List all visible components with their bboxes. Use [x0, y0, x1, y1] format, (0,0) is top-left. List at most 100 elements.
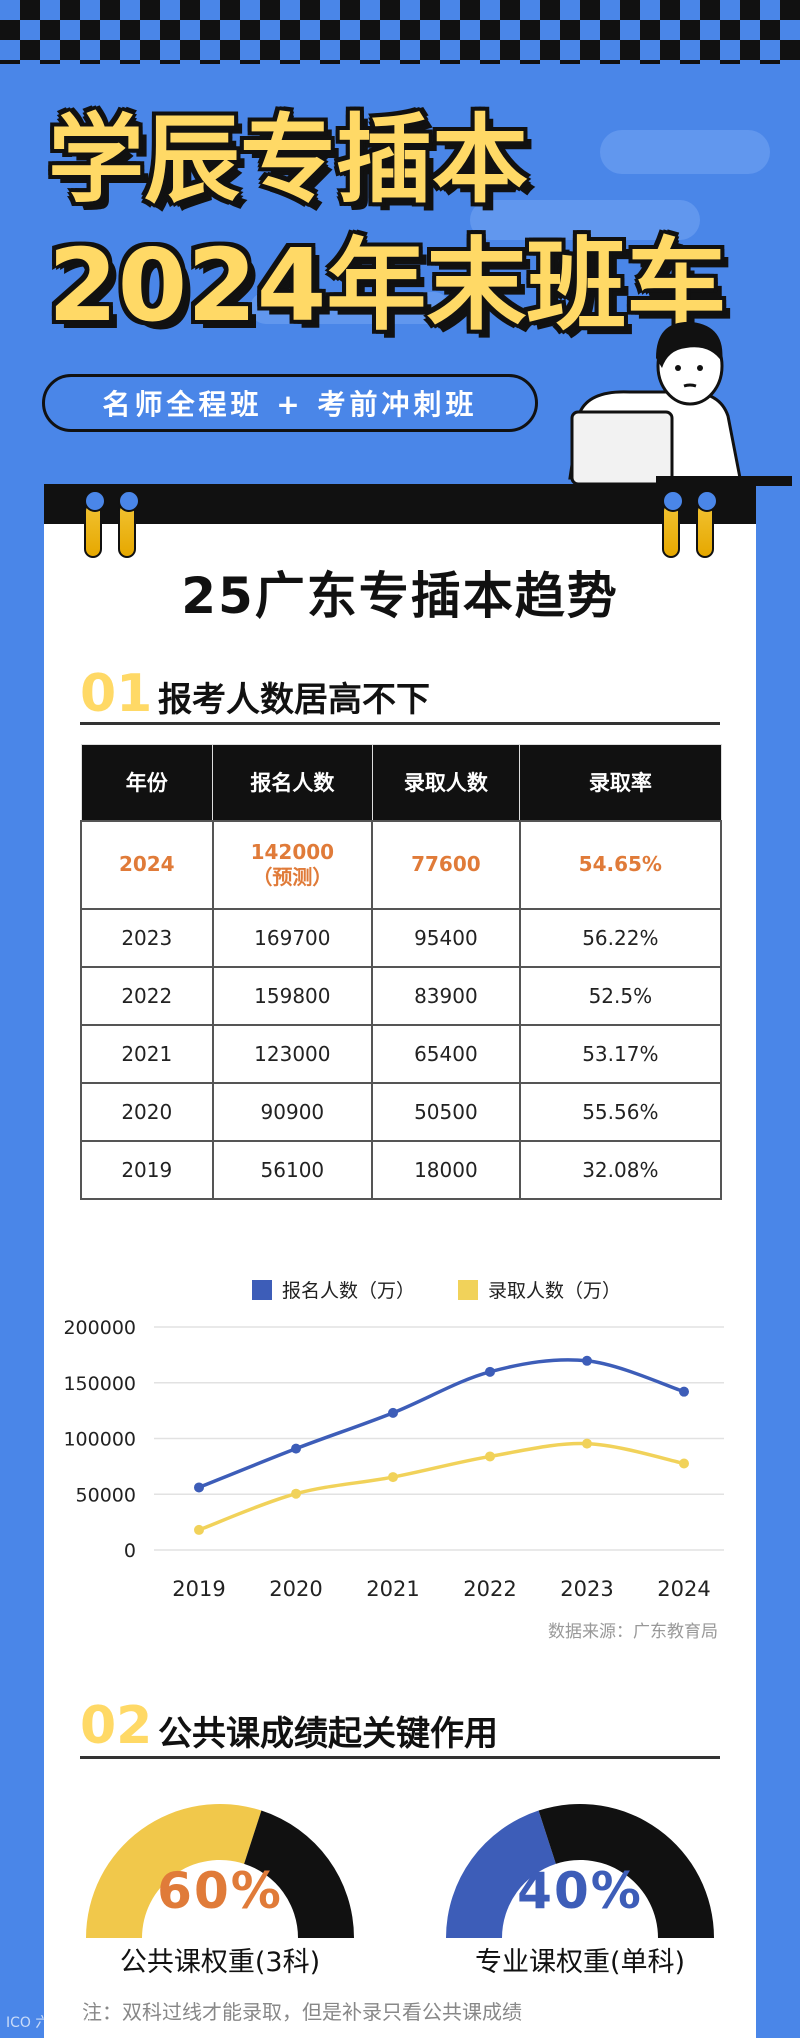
gauge-remainder	[244, 1810, 354, 1938]
cell-year: 2022	[80, 965, 214, 1026]
x-tick-label: 2022	[463, 1577, 516, 1601]
x-tick-label: 2021	[366, 1577, 419, 1601]
series-line-1	[198, 1441, 685, 1532]
y-tick-label: 150000	[63, 1373, 136, 1395]
data-point	[388, 1472, 398, 1483]
cloud-decoration	[470, 200, 700, 240]
cell-year: 2024	[80, 819, 214, 910]
hero-title-line1: 学辰专插本	[48, 104, 528, 216]
y-tick-label: 200000	[63, 1317, 136, 1339]
legend: 报名人数（万） 录取人数（万）	[252, 1280, 621, 1302]
col-header-year: 年份	[80, 744, 214, 821]
cell-rate: 54.65%	[518, 819, 723, 910]
legend-label-admitted: 录取人数（万）	[488, 1280, 621, 1302]
cell-admitted: 18000	[371, 1139, 521, 1200]
cell-rate: 55.56%	[518, 1081, 723, 1142]
data-point	[194, 1524, 204, 1535]
table-row-highlight: 2024 142000 （预测） 77600 54.65%	[80, 819, 723, 910]
y-tick-label: 50000	[76, 1484, 136, 1506]
trend-line-chart: 报名人数（万） 录取人数（万） 0 50000 100000 150000 200000…	[63, 1280, 724, 1601]
col-header-admitted: 录取人数	[371, 744, 521, 821]
y-axis-ticks: 0 50000 100000 150000 200000	[63, 1317, 136, 1562]
chart-grid	[154, 1326, 724, 1551]
cell-applied: 169700	[211, 907, 374, 968]
cell-applied: 142000 （预测）	[211, 819, 374, 910]
gauge-major-label: 专业课权重(单科)	[474, 1947, 686, 1978]
gauge-public-label: 公共课权重(3科)	[119, 1947, 321, 1978]
x-tick-label: 2020	[269, 1577, 322, 1601]
stats-table: 年份 报名人数 录取人数 录取率 2024 142000 （预测） 77600 5…	[80, 744, 723, 1200]
cloud-decoration	[600, 130, 770, 174]
data-point	[679, 1386, 689, 1397]
section2-number: 02	[80, 1696, 153, 1756]
data-point	[582, 1438, 592, 1449]
data-point	[291, 1443, 301, 1454]
cell-applied: 56100	[211, 1139, 374, 1200]
card-title: 25广东专插本趋势	[181, 567, 619, 625]
table-row: 2020 90900 50500 55.56%	[80, 1081, 723, 1142]
forecast-note: （预测）	[252, 864, 333, 889]
data-point	[679, 1458, 689, 1469]
cloud-decoration	[250, 292, 450, 324]
gauge-public-course	[86, 1804, 354, 1938]
table-row: 2019 56100 18000 32.08%	[80, 1139, 723, 1200]
cell-rate: 32.08%	[518, 1139, 723, 1200]
course-pill: 名师全程班 + 考前冲刺班	[42, 374, 538, 432]
cell-year: 2019	[80, 1139, 214, 1200]
x-tick-label: 2023	[560, 1577, 613, 1601]
cell-rate: 56.22%	[518, 907, 723, 968]
cell-rate: 53.17%	[518, 1023, 723, 1084]
cell-admitted: 95400	[371, 907, 521, 968]
table-row: 2023 169700 95400 56.22%	[80, 907, 723, 968]
cell-year: 2023	[80, 907, 214, 968]
footnote: 注：双科过线才能录取，但是补录只看公共课成绩	[82, 2000, 522, 2024]
binder-ring	[662, 490, 684, 558]
legend-label-applied: 报名人数（万）	[282, 1280, 415, 1302]
section1-title: 报考人数居高不下	[158, 680, 430, 720]
cell-admitted: 50500	[371, 1081, 521, 1142]
cell-admitted: 83900	[371, 965, 521, 1026]
cell-applied: 123000	[211, 1023, 374, 1084]
x-tick-label: 2019	[172, 1577, 225, 1601]
data-point	[485, 1451, 495, 1462]
cell-year: 2020	[80, 1081, 214, 1142]
col-header-rate: 录取率	[519, 744, 722, 821]
table-row: 2021 123000 65400 53.17%	[80, 1023, 723, 1084]
gauge-fill	[86, 1804, 262, 1938]
gauge-remainder	[538, 1804, 714, 1938]
cell-applied: 159800	[211, 965, 374, 1026]
col-header-applied: 报名人数	[212, 744, 373, 821]
data-source: 数据来源：广东教育局	[548, 1622, 718, 1642]
legend-swatch-applied	[252, 1280, 272, 1300]
series-line-0	[198, 1358, 685, 1490]
y-tick-label: 100000	[63, 1429, 136, 1451]
cell-year: 2021	[80, 1023, 214, 1084]
binder-ring	[696, 490, 718, 558]
table-row: 2022 159800 83900 52.5%	[80, 965, 723, 1026]
table-header-row: 年份 报名人数 录取人数 录取率	[80, 744, 722, 821]
data-point	[388, 1407, 398, 1418]
applied-value: 142000	[250, 839, 335, 864]
legend-swatch-admitted	[458, 1280, 478, 1300]
cell-rate: 52.5%	[518, 965, 723, 1026]
checker-border	[0, 0, 800, 64]
data-point	[485, 1366, 495, 1377]
section2-divider	[80, 1756, 720, 1759]
chart-series	[194, 1355, 689, 1535]
y-tick-label: 0	[124, 1540, 136, 1562]
student-illustration	[568, 321, 792, 486]
watermark: ICO 六画绘制	[6, 2015, 92, 2031]
gauge-major-percent: 40%	[517, 1862, 643, 1920]
binder-ring	[84, 490, 106, 558]
cell-applied: 90900	[211, 1081, 374, 1142]
hero-title-line2: 2024年末班车	[48, 227, 727, 344]
gauge-major-course	[446, 1804, 714, 1938]
gauge-fill	[446, 1810, 556, 1938]
data-point	[194, 1482, 204, 1493]
cell-admitted: 65400	[371, 1023, 521, 1084]
x-axis-ticks: 2019 2020 2021 2022 2023 2024	[172, 1577, 710, 1601]
cell-admitted: 77600	[371, 819, 521, 910]
data-point	[291, 1488, 301, 1499]
binder-ring	[118, 490, 140, 558]
section1-number: 01	[80, 664, 153, 724]
